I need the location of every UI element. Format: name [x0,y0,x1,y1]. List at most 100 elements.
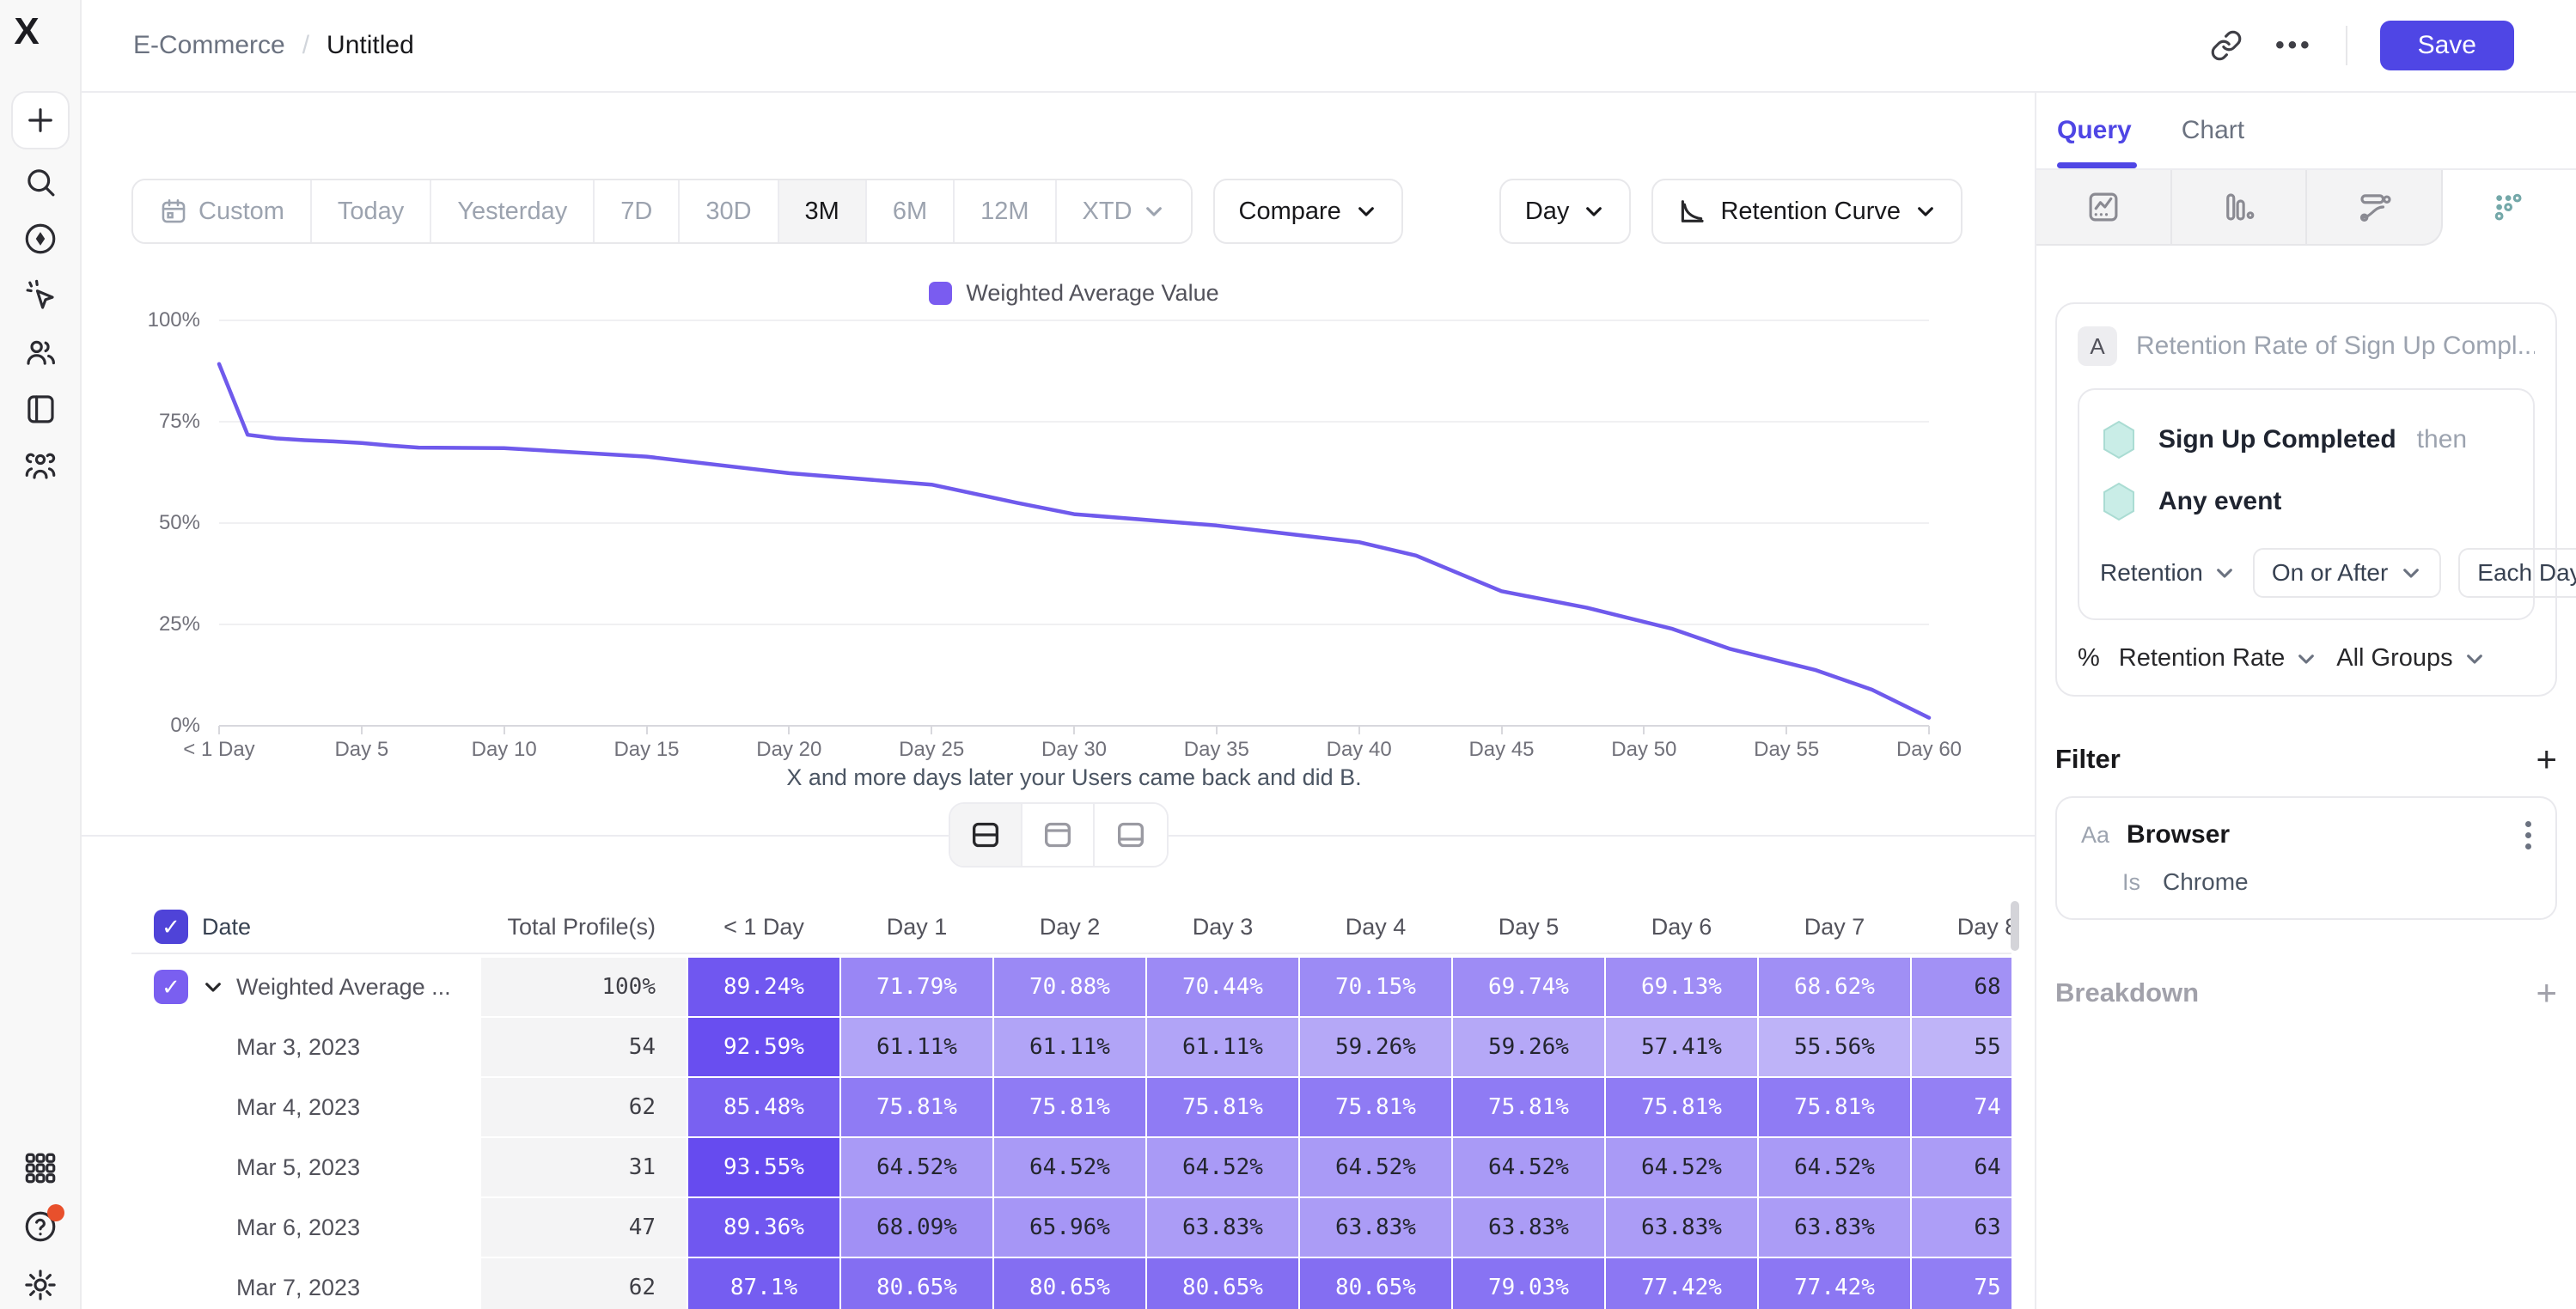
add-filter-icon[interactable]: + [2536,739,2557,779]
range-12m-button[interactable]: 12M [955,180,1057,242]
filter-value[interactable]: Chrome [2163,868,2249,895]
more-options-icon[interactable]: ••• [2275,31,2313,59]
groups-dropdown[interactable]: All Groups [2336,644,2485,673]
retention-cell[interactable]: 89.24% [688,958,839,1016]
retention-cell[interactable]: 80.65% [841,1258,992,1309]
query-name-input[interactable]: Retention Rate of Sign Up Compl... [2136,332,2535,360]
add-breakdown-icon[interactable]: + [2536,972,2557,1013]
retention-cell[interactable]: 63 [1912,1198,2011,1257]
share-link-icon[interactable] [2210,29,2243,62]
retention-cell[interactable]: 92.59% [688,1018,839,1076]
retention-cell[interactable]: 59.26% [1300,1018,1451,1076]
first-event-row[interactable]: Sign Up Completed then [2100,409,2512,471]
retention-cell[interactable]: 75.81% [1147,1078,1298,1136]
retention-cell[interactable]: 75.81% [1453,1078,1604,1136]
tab-chart[interactable]: Chart [2181,116,2245,144]
return-event-row[interactable]: Any event [2100,471,2512,533]
table-scrollbar[interactable] [2011,901,2019,951]
retention-cell[interactable]: 70.15% [1300,958,1451,1016]
retention-cell[interactable]: 87.1% [688,1258,839,1309]
retention-cell[interactable]: 75.81% [1759,1078,1910,1136]
retention-cell[interactable]: 77.42% [1606,1258,1757,1309]
retention-cell[interactable]: 85.48% [688,1078,839,1136]
date-cell[interactable]: Mar 3, 2023 [131,1018,479,1076]
retention-cell[interactable]: 75.81% [994,1078,1145,1136]
compare-button[interactable]: Compare [1212,179,1403,244]
retention-cell[interactable]: 71.79% [841,958,992,1016]
range-today-button[interactable]: Today [311,180,432,242]
date-cell[interactable]: Mar 7, 2023 [131,1258,479,1309]
expand-chevron-icon[interactable] [202,976,228,998]
retention-cell[interactable]: 70.44% [1147,958,1298,1016]
breadcrumb-workspace[interactable]: E-Commerce [133,31,285,59]
retention-cell[interactable]: 64.52% [841,1138,992,1196]
table-view-button[interactable] [1094,804,1167,866]
apps-grid-icon[interactable] [21,1149,59,1187]
retention-cell[interactable]: 80.65% [994,1258,1145,1309]
date-cell[interactable]: Mar 6, 2023 [131,1198,479,1257]
retention-cell[interactable]: 64.52% [1759,1138,1910,1196]
retention-cell[interactable]: 70.88% [994,958,1145,1016]
retention-cell[interactable]: 75.81% [1300,1078,1451,1136]
retention-cell[interactable]: 75.81% [1606,1078,1757,1136]
retention-cell[interactable]: 75 [1912,1258,2011,1309]
retention-cell[interactable]: 65.96% [994,1198,1145,1257]
tab-query[interactable]: Query [2057,93,2137,168]
filter-kebab-icon[interactable] [2525,820,2531,849]
retention-cell[interactable]: 63.83% [1147,1198,1298,1257]
retention-cell[interactable]: 68.62% [1759,958,1910,1016]
breadcrumb-page-title[interactable]: Untitled [327,31,414,59]
retention-cell[interactable]: 75.81% [841,1078,992,1136]
select-all-checkbox[interactable] [154,910,188,944]
interval-dropdown[interactable]: Each Day [2458,548,2576,598]
date-cell[interactable]: Weighted Average ... [131,958,479,1016]
retention-cell[interactable]: 64.52% [994,1138,1145,1196]
users-icon[interactable] [21,333,59,371]
notebook-panel-icon[interactable] [21,390,59,428]
retention-cell[interactable]: 63.83% [1300,1198,1451,1257]
retention-cell[interactable]: 64.52% [1300,1138,1451,1196]
cursor-click-icon[interactable] [21,277,59,314]
retention-cell[interactable]: 77.42% [1759,1258,1910,1309]
retention-cell[interactable]: 69.74% [1453,958,1604,1016]
range-custom-button[interactable]: Custom [133,180,312,242]
range-3m-button[interactable]: 3M [778,180,867,242]
filter-property[interactable]: Browser [2127,820,2231,849]
save-button[interactable]: Save [2379,21,2514,70]
audience-icon[interactable] [21,447,59,484]
retention-cell[interactable]: 63.83% [1606,1198,1757,1257]
retention-cell[interactable]: 63.83% [1759,1198,1910,1257]
funnel-bars-icon[interactable] [2171,170,2307,246]
retention-cell[interactable]: 61.11% [1147,1018,1298,1076]
retention-cell[interactable]: 69.13% [1606,958,1757,1016]
retention-cell[interactable]: 74 [1912,1078,2011,1136]
search-icon[interactable] [21,163,59,201]
retention-cell[interactable]: 68.09% [841,1198,992,1257]
retention-cell[interactable]: 59.26% [1453,1018,1604,1076]
granularity-dropdown[interactable]: Day [1499,179,1632,244]
range-yesterday-button[interactable]: Yesterday [431,180,595,242]
retention-cell[interactable]: 64.52% [1147,1138,1298,1196]
retention-mode-dropdown[interactable]: Retention [2100,559,2236,587]
retention-cell[interactable]: 80.65% [1300,1258,1451,1309]
retention-cell[interactable]: 64 [1912,1138,2011,1196]
chart-view-button[interactable] [1022,804,1095,866]
range-7d-button[interactable]: 7D [595,180,681,242]
retention-cell[interactable]: 64.52% [1606,1138,1757,1196]
insights-chart-icon[interactable] [2036,170,2172,246]
retention-cell[interactable]: 61.11% [994,1018,1145,1076]
filter-operator[interactable]: Is [2122,868,2141,895]
help-icon[interactable] [21,1204,64,1245]
retention-cell[interactable]: 57.41% [1606,1018,1757,1076]
row-checkbox[interactable] [154,970,188,1004]
range-30d-button[interactable]: 30D [680,180,779,242]
compass-icon[interactable] [21,220,59,258]
retention-grid-icon[interactable] [2442,170,2576,246]
split-view-button[interactable] [949,804,1022,866]
flows-icon[interactable] [2307,170,2443,246]
date-cell[interactable]: Mar 4, 2023 [131,1078,479,1136]
retention-cell[interactable]: 68 [1912,958,2011,1016]
measure-dropdown[interactable]: Retention Rate [2119,644,2317,673]
settings-gear-icon[interactable] [21,1266,59,1304]
chart-type-dropdown[interactable]: Retention Curve [1651,179,1963,244]
